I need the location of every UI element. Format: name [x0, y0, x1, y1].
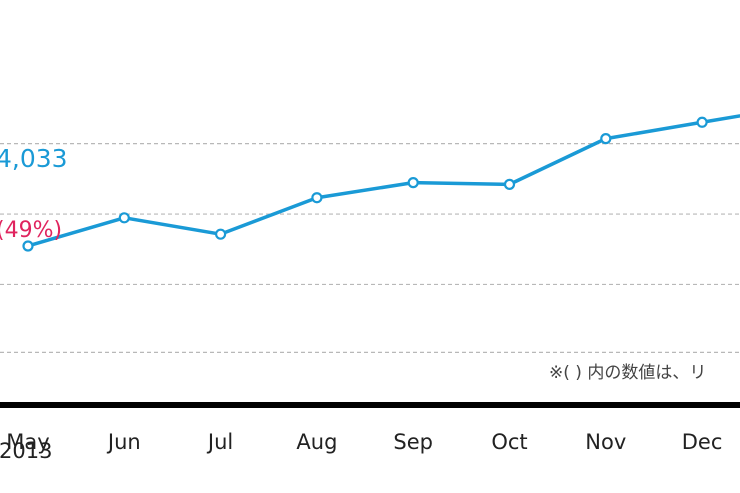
series-layer	[22, 114, 740, 252]
data-point-sep	[407, 177, 419, 189]
series-line-0	[27, 114, 740, 248]
x-tick-jul: Jul	[206, 430, 233, 454]
x-tick-sep: Sep	[393, 430, 433, 454]
x-tick-dec: Dec	[682, 430, 723, 454]
x-tick-aug: Aug	[296, 430, 337, 454]
gridlines	[0, 143, 740, 353]
x-tick-may: May	[6, 430, 49, 454]
x-tick-labels: MayJunJulAugSepOctNovDecJan	[6, 430, 723, 454]
data-point-aug	[311, 192, 323, 204]
data-point-dec	[696, 116, 708, 128]
x-tick-oct: Oct	[491, 430, 527, 454]
data-point-jun	[118, 212, 130, 224]
data-point-jul	[215, 228, 227, 240]
x-tick-nov: Nov	[585, 430, 626, 454]
x-tick-jun: Jun	[106, 430, 141, 454]
value-annotation: 4,033	[0, 144, 68, 173]
data-point-may	[22, 240, 34, 252]
year-label: 2013	[0, 439, 52, 463]
footnote: ※( ) 内の数値は、リ	[549, 363, 706, 383]
data-point-oct	[503, 178, 516, 190]
percent-annotation: (49%)	[0, 218, 62, 243]
data-point-nov	[600, 133, 612, 145]
